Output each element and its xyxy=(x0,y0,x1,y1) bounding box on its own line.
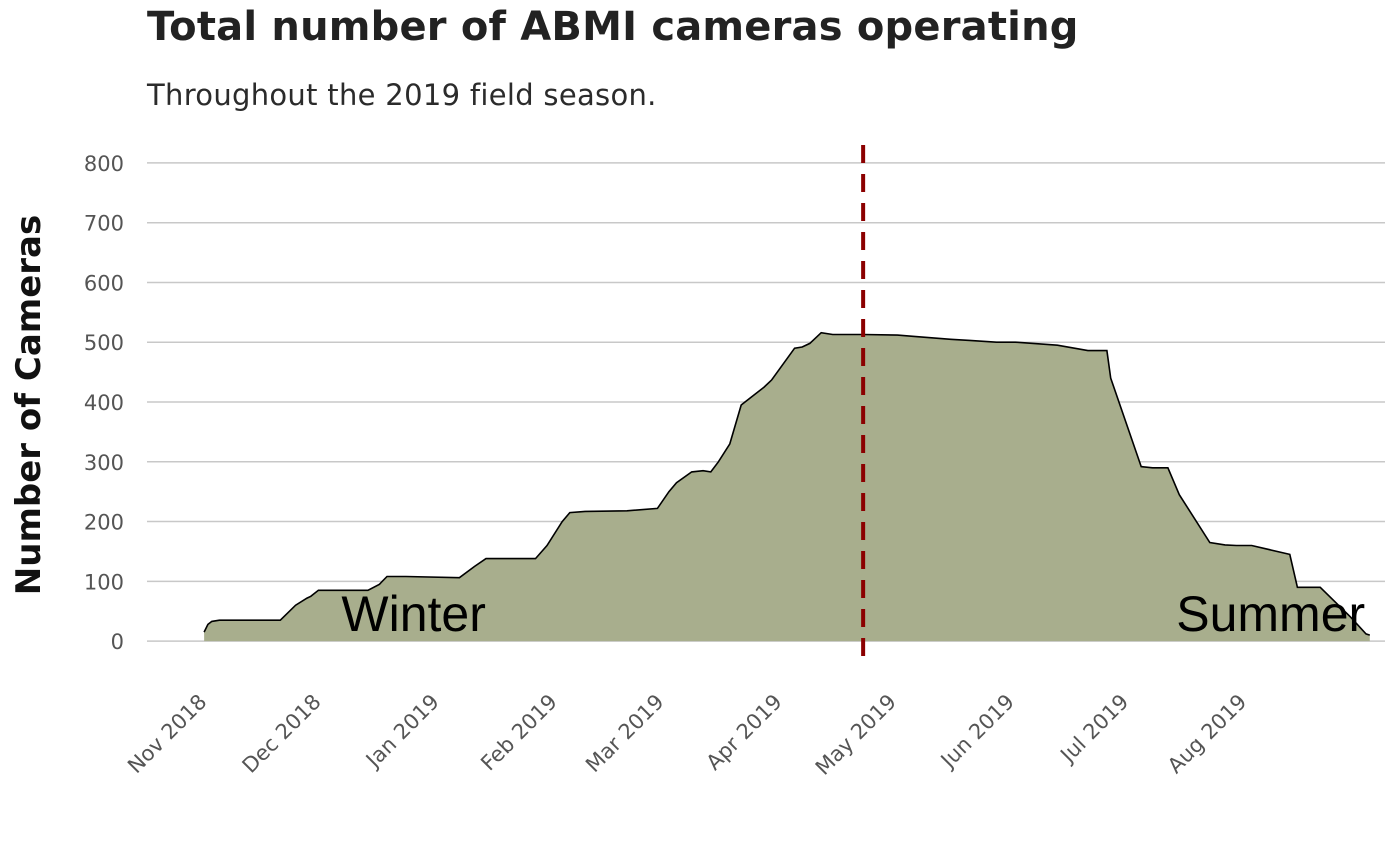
x-tick-label: Feb 2019 xyxy=(476,690,562,776)
area-series xyxy=(203,331,1371,642)
y-axis-ticks: 0 100 200 300 400 500 600 700 800 xyxy=(84,152,124,654)
y-tick-label: 500 xyxy=(84,331,124,355)
x-tick-label: Mar 2019 xyxy=(581,690,669,778)
chart-title: Total number of ABMI cameras operating xyxy=(147,4,1079,50)
x-tick-label: Dec 2018 xyxy=(238,690,326,778)
season-annotations: Winter Summer xyxy=(341,586,1365,642)
x-tick-label: Aug 2019 xyxy=(1163,690,1251,778)
y-tick-label: 100 xyxy=(84,570,124,594)
y-tick-label: 600 xyxy=(84,271,124,295)
y-tick-label: 800 xyxy=(84,152,124,176)
x-tick-label: Jul 2019 xyxy=(1054,690,1133,769)
x-tick-label: May 2019 xyxy=(811,690,901,780)
x-tick-label: Apr 2019 xyxy=(702,690,787,775)
x-tick-label: Jan 2019 xyxy=(360,690,444,774)
y-tick-label: 200 xyxy=(84,511,124,535)
y-axis-label: Number of Cameras xyxy=(9,215,49,595)
x-tick-label: Nov 2018 xyxy=(123,690,211,778)
chart-subtitle: Throughout the 2019 field season. xyxy=(147,78,657,112)
y-tick-label: 0 xyxy=(111,630,124,654)
x-axis-ticks: Nov 2018 Dec 2018 Jan 2019 Feb 2019 Mar 2019… xyxy=(123,690,1251,780)
y-tick-label: 700 xyxy=(84,212,124,236)
y-tick-label: 400 xyxy=(84,391,124,415)
season-label-winter: Winter xyxy=(341,586,485,642)
y-tick-label: 300 xyxy=(84,451,124,475)
x-tick-label: Jun 2019 xyxy=(935,690,1019,774)
area-fill xyxy=(204,332,1370,642)
area-outline xyxy=(203,331,1371,636)
season-label-summer: Summer xyxy=(1176,586,1365,642)
